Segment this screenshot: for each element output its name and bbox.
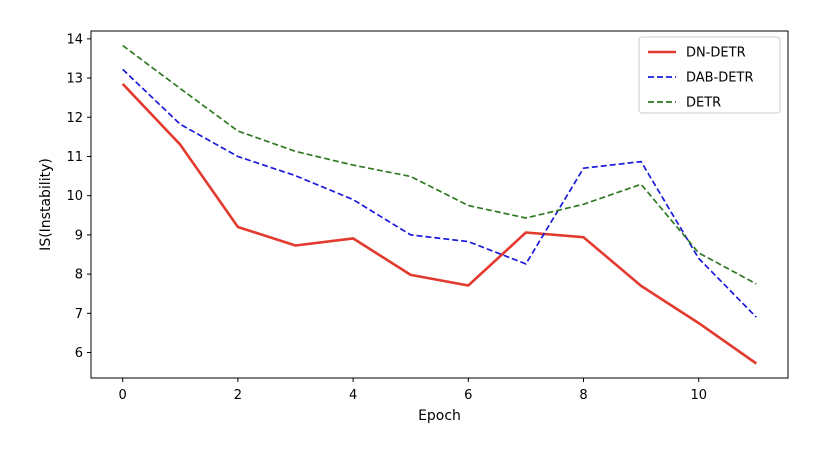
legend-label: DAB-DETR [686, 71, 753, 86]
x-axis-ticks: 0 2 4 6 8 10 [119, 378, 707, 403]
legend: DN-DETR DAB-DETR DETR [638, 36, 781, 114]
series-line-detr [122, 44, 757, 285]
legend-label: DETR [686, 96, 721, 111]
x-tick-label: 2 [234, 388, 242, 403]
y-axis-label: IS(Instability) [38, 158, 54, 251]
y-tick-label: 14 [66, 32, 83, 47]
x-tick-label: 6 [464, 388, 472, 403]
series-line-dn-detr [121, 83, 758, 365]
x-axis-label: Epoch [418, 408, 461, 424]
y-tick-label: 9 [75, 228, 83, 243]
series-layer [121, 44, 758, 365]
legend-label: DN-DETR [686, 46, 746, 61]
x-tick-label: 8 [579, 388, 587, 403]
y-tick-label: 11 [66, 150, 83, 165]
y-tick-label: 7 [75, 307, 83, 322]
x-tick-label: 4 [349, 388, 357, 403]
legend-box [638, 36, 781, 114]
series-line-dab-detr [122, 68, 757, 318]
y-tick-label: 10 [66, 189, 83, 204]
y-tick-label: 12 [66, 111, 83, 126]
x-tick-label: 10 [690, 388, 707, 403]
y-tick-label: 13 [66, 72, 83, 87]
y-tick-label: 6 [75, 346, 83, 361]
x-tick-label: 0 [119, 388, 127, 403]
y-axis-ticks: 6 7 8 9 10 11 12 13 14 [66, 32, 91, 361]
plot-frame [90, 30, 789, 379]
y-tick-label: 8 [75, 268, 83, 283]
